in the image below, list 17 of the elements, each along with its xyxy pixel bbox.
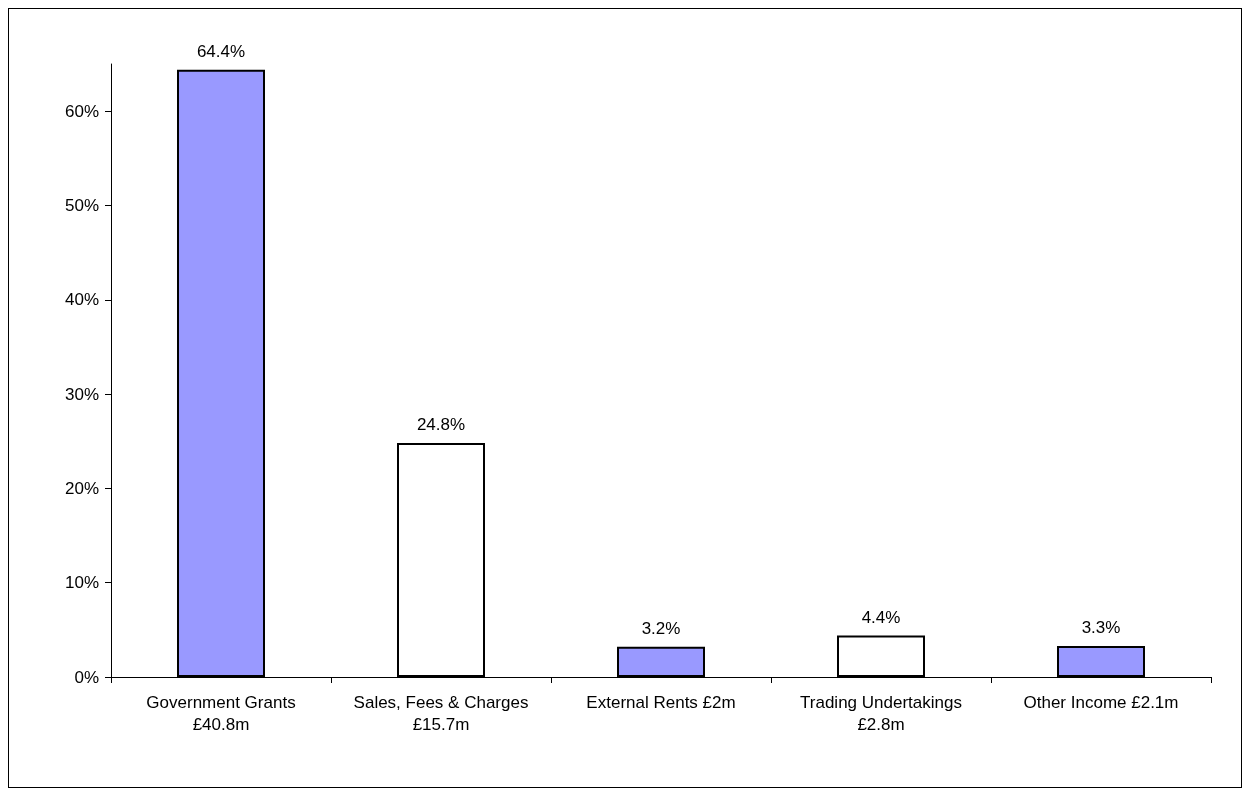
x-tick-label: External Rents £2m: [586, 692, 736, 712]
x-tick-label: Other Income £2.1m: [1023, 692, 1179, 712]
y-tick-label: 60%: [64, 101, 99, 121]
x-tick-label: Trading Undertakings £2.8m: [800, 692, 962, 734]
data-label: 3.2%: [641, 618, 681, 638]
data-label: 24.8%: [416, 415, 466, 435]
x-tick-label: Government Grants £40.8m: [146, 692, 296, 734]
y-tick-label: 10%: [64, 573, 99, 593]
data-label: 4.4%: [861, 607, 901, 627]
data-label: 64.4%: [196, 41, 246, 61]
x-tick-label: Sales, Fees & Charges £15.7m: [353, 692, 529, 734]
data-label: 3.3%: [1081, 617, 1121, 637]
y-tick-label: 40%: [64, 290, 99, 310]
y-tick-label: 20%: [64, 478, 99, 498]
y-tick-label: 50%: [64, 195, 99, 215]
y-tick-label: 30%: [64, 384, 99, 404]
y-tick-label: 0%: [74, 667, 99, 687]
